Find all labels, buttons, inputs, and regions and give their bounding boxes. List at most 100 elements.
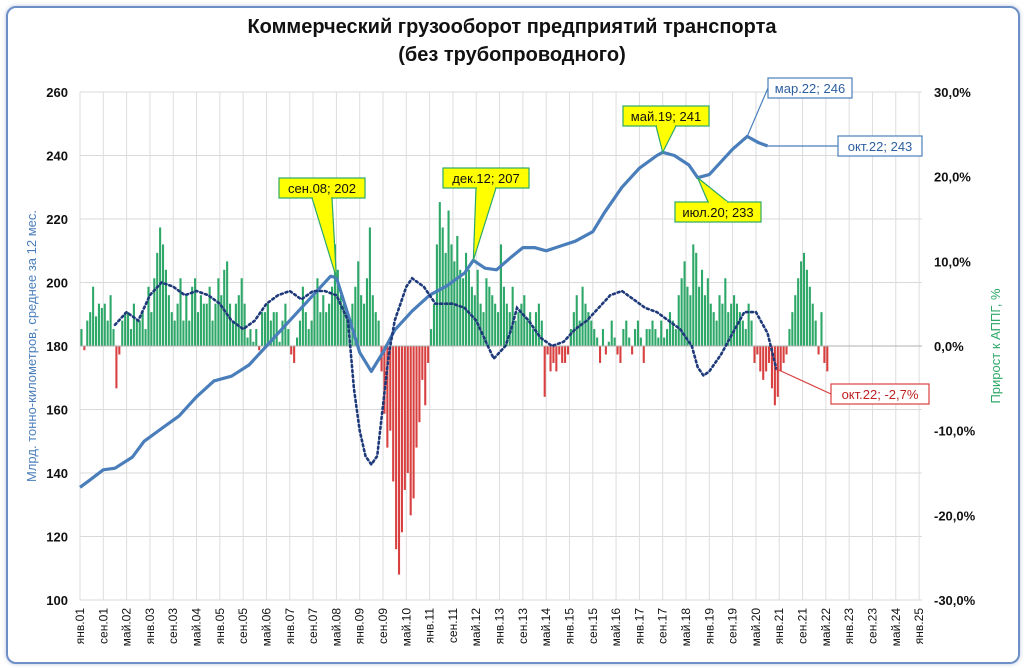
growth-bar [607,341,610,346]
callout-leader [746,87,769,137]
growth-bar [767,346,771,363]
growth-bar [759,346,762,372]
growth-bar [817,346,820,355]
growth-bar [654,329,657,346]
growth-bar [610,320,613,346]
growth-bar [744,329,747,346]
growth-bar [476,269,479,346]
growth-bar [633,329,637,346]
callout-box [837,135,923,157]
growth-bar [360,295,363,346]
growth-bar [316,278,319,346]
right-tick-label: -20,0% [934,508,976,523]
growth-bar [415,346,418,448]
growth-bar [182,320,185,346]
growth-bar [811,303,814,346]
x-tick-label: май.22 [819,608,833,647]
growth-bar [342,303,345,346]
growth-bar [115,346,118,389]
growth-bar [808,286,811,346]
growth-bar [584,303,587,346]
growth-bar [395,346,398,550]
callout-pointer [472,187,497,261]
growth-bar [164,269,167,346]
growth-bar [106,320,109,346]
growth-bar [491,295,494,346]
x-tick-label: май.24 [889,608,903,647]
growth-bar [269,320,272,346]
growth-bar [636,320,639,346]
growth-bar [613,337,616,346]
growth-bar [132,303,135,346]
callout-box [830,383,930,405]
x-tick-label: сен.05 [236,608,250,644]
growth-bar [368,227,371,346]
growth-bar [386,346,389,448]
x-tick-label: май.16 [609,608,623,647]
growth-bar [604,346,607,355]
growth-bar [514,320,517,346]
growth-bar [581,286,584,346]
callout-label: июл.20; 233 [682,205,753,220]
growth-bar [444,252,447,346]
left-tick-label: 180 [46,339,68,354]
growth-bar [558,346,561,355]
growth-bar [715,320,718,346]
left-axis-label: Млрд. тонно-километров, среднее за 12 ме… [24,210,39,482]
growth-bar [249,329,252,346]
x-tick-label: сен.13 [516,608,530,644]
growth-bar [523,295,526,346]
growth-bar [438,202,441,346]
growth-bar [549,346,552,372]
growth-bar [520,303,523,346]
growth-bar [363,303,366,346]
growth-bar [479,303,482,346]
growth-bar [497,312,500,346]
growth-bar [170,312,173,346]
growth-bar [266,303,269,346]
chart-title: Коммерческий грузооборот предприятий тра… [247,16,777,38]
growth-bar [310,320,313,346]
growth-bar [447,210,450,346]
growth-bar [278,341,281,346]
growth-bar [397,346,401,575]
growth-bar [508,312,511,346]
growth-bar [599,346,602,363]
growth-bar [741,320,744,346]
growth-bar [686,286,689,346]
left-tick-label: 220 [46,212,68,227]
left-tick-label: 200 [46,276,68,291]
growth-bar [785,346,788,355]
growth-bar [727,312,730,346]
growth-bar [552,346,555,363]
growth-bar [141,312,144,346]
growth-bar [464,252,468,346]
growth-bar [173,320,176,346]
growth-bar [406,346,409,473]
growth-bar [298,320,302,346]
growth-bar [80,329,83,346]
growth-bar [228,303,232,346]
growth-bar [671,320,674,346]
growth-bar [258,346,261,351]
callout-pointer [311,197,337,278]
growth-bar [138,320,141,346]
growth-bar [511,286,514,346]
growth-bar [619,346,622,363]
growth-bar [756,346,759,355]
growth-bar [246,337,249,346]
growth-bar [435,244,438,346]
growth-bar [188,320,191,346]
growth-bar [156,252,159,346]
growth-bar [566,346,570,355]
growth-bar [159,227,162,346]
growth-bar [432,303,436,346]
growth-bar [365,278,369,346]
callout-label: мар.22; 246 [775,81,845,96]
growth-bar [97,303,100,346]
growth-bar [150,312,153,346]
x-tick-label: май.18 [679,608,693,647]
growth-bar [293,346,296,363]
growth-bar [252,341,255,346]
